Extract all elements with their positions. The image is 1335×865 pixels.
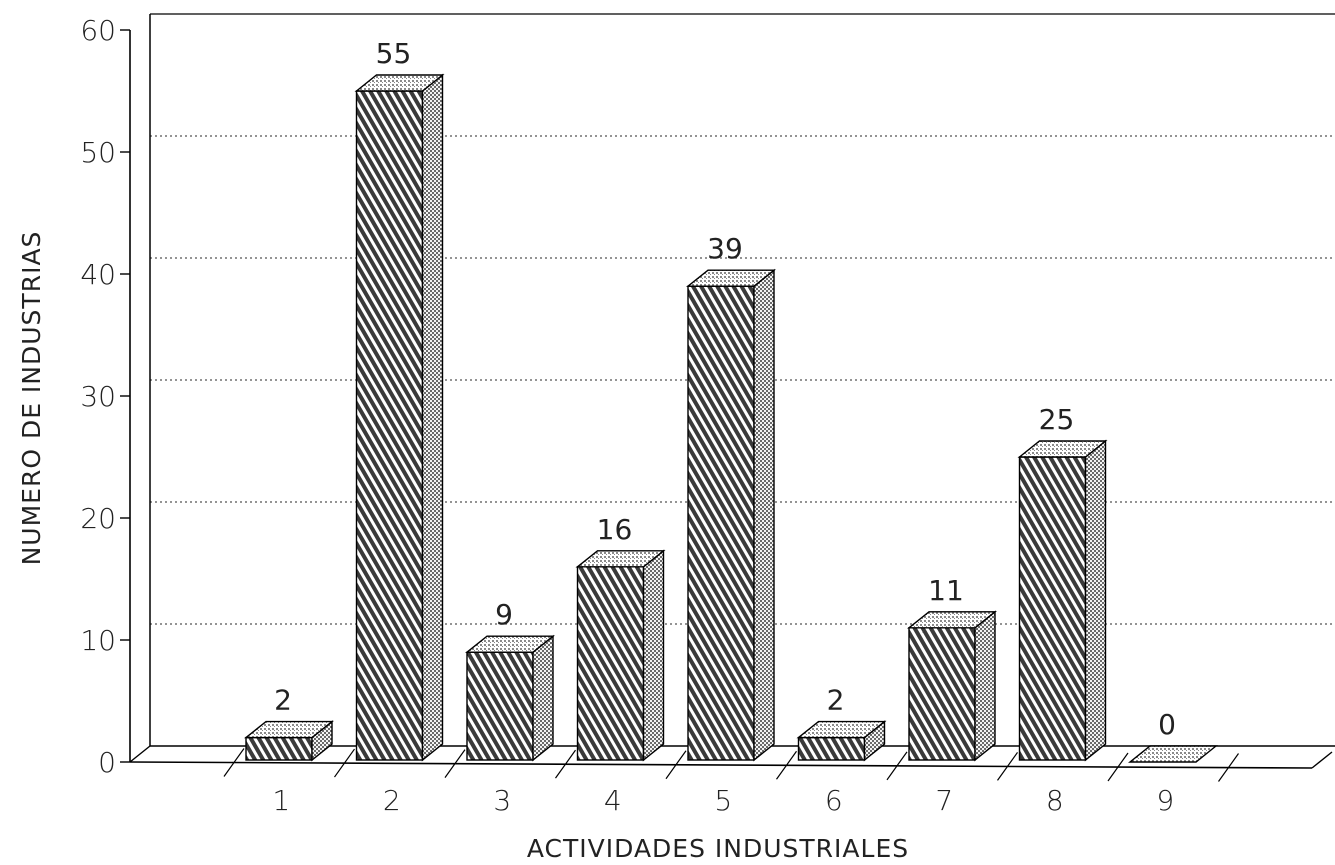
data-label: 2 (274, 684, 292, 717)
bar (1017, 439, 1108, 762)
bar-front (908, 627, 976, 761)
bar-side (1084, 439, 1107, 762)
bar-top (465, 635, 555, 653)
bar-side (974, 610, 996, 762)
y-tick-label: 40 (80, 258, 116, 291)
data-label: 25 (1039, 403, 1075, 436)
x-tick-mark (223, 748, 245, 777)
bar-side (421, 73, 444, 762)
bar (465, 634, 555, 762)
bar-side (753, 268, 775, 762)
bar (796, 720, 887, 762)
floor-right-edge (1311, 751, 1333, 769)
data-label: 0 (1158, 708, 1176, 741)
floor-left-edge (129, 745, 151, 763)
y-tick-label: 10 (80, 624, 116, 657)
bar (907, 610, 997, 762)
x-tick-label: 9 (1156, 784, 1174, 817)
data-label: 9 (495, 598, 513, 631)
x-tick-mark (886, 751, 908, 781)
x-tick-mark (1107, 752, 1129, 782)
bar-front (687, 285, 755, 761)
y-tick-label: 20 (80, 502, 116, 535)
bar-top (1128, 745, 1218, 763)
bar (1128, 745, 1218, 763)
x-axis-title: ACTIVIDADES INDUSTRIALES (527, 834, 909, 863)
bar (354, 73, 445, 762)
bar-side (532, 634, 554, 762)
y-tick-label: 0 (98, 746, 116, 779)
bar-front (797, 736, 866, 761)
x-axis-ticks: 1 2 3 4 5 6 7 8 9 (223, 748, 1239, 817)
x-tick-label: 8 (1046, 784, 1064, 817)
bar-top (244, 720, 334, 739)
bars (244, 73, 1218, 763)
bar-top (686, 269, 776, 287)
y-tick-label: 50 (80, 136, 116, 169)
bar-front (1018, 456, 1087, 761)
bar (244, 720, 334, 762)
data-label: 39 (707, 232, 743, 265)
x-tick-mark (444, 749, 466, 778)
x-tick-mark (334, 748, 355, 778)
bar-front (466, 651, 534, 761)
x-tick-label: 2 (383, 784, 401, 817)
x-axis-line (129, 761, 1313, 769)
data-label: 2 (827, 684, 845, 717)
y-tick-label: 30 (80, 380, 116, 413)
x-tick-mark (997, 752, 1018, 781)
x-tick-mark (776, 750, 797, 780)
bar-side (642, 549, 665, 762)
x-tick-label: 1 (272, 784, 290, 817)
bar-top (796, 720, 887, 739)
y-tick-label: 60 (80, 14, 116, 47)
data-label: 11 (928, 574, 964, 607)
x-tick-mark (1218, 753, 1239, 782)
bar-front (355, 90, 424, 761)
data-labels: 2 55 9 16 39 2 11 25 0 (274, 37, 1176, 741)
y-axis-title: NUMERO DE INDUSTRIAS (17, 231, 46, 566)
x-tick-mark (665, 750, 687, 780)
bar-top (907, 611, 997, 629)
x-tick-label: 4 (604, 784, 622, 817)
bar-front (576, 566, 645, 761)
x-tick-mark (555, 749, 576, 779)
bar (575, 549, 666, 762)
bar-top (354, 74, 445, 92)
bar (686, 268, 776, 762)
bar-top (1017, 440, 1108, 458)
data-label: 16 (597, 513, 633, 546)
x-tick-label: 6 (825, 784, 843, 817)
bar-top (575, 550, 666, 568)
x-tick-label: 5 (714, 784, 732, 817)
data-label: 55 (376, 37, 412, 70)
x-tick-label: 7 (935, 784, 953, 817)
y-axis-ticks: 0 10 20 30 40 50 60 (80, 14, 130, 779)
bar-front (245, 736, 313, 761)
x-tick-label: 3 (493, 784, 511, 817)
